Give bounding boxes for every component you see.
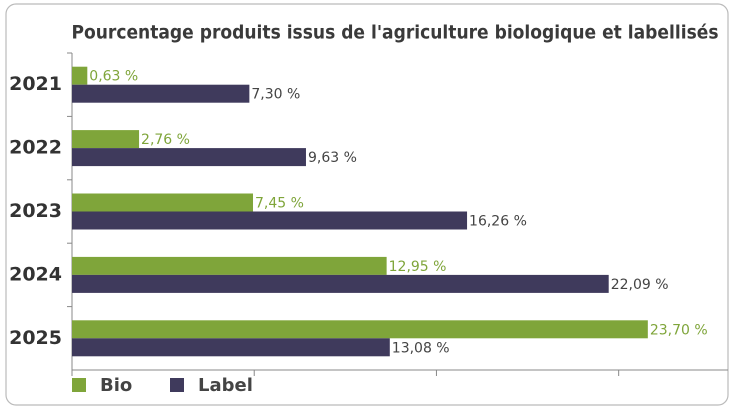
legend-swatch bbox=[72, 378, 86, 392]
value-label: 12,95 % bbox=[389, 259, 447, 275]
y-tick-label: 2025 bbox=[9, 327, 62, 349]
y-tick-label: 2023 bbox=[9, 200, 62, 222]
bar bbox=[72, 193, 254, 212]
legend-swatch bbox=[170, 378, 184, 392]
value-label: 2,76 % bbox=[141, 132, 190, 148]
value-label: 0,63 % bbox=[89, 69, 138, 85]
value-label: 16,26 % bbox=[469, 214, 527, 230]
value-label: 9,63 % bbox=[308, 150, 357, 166]
chart-title: Pourcentage produits issus de l'agricult… bbox=[71, 22, 718, 44]
legend-label: Label bbox=[198, 375, 253, 396]
y-tick-label: 2022 bbox=[9, 137, 62, 159]
legend-label: Bio bbox=[100, 375, 132, 396]
y-tick-label: 2024 bbox=[9, 263, 62, 285]
bar bbox=[72, 66, 88, 85]
value-label: 7,45 % bbox=[255, 196, 304, 212]
bar bbox=[72, 274, 609, 293]
bar bbox=[72, 338, 390, 357]
bar bbox=[72, 256, 387, 275]
bar bbox=[72, 148, 306, 167]
bar bbox=[72, 320, 648, 339]
value-label: 7,30 % bbox=[251, 87, 300, 103]
bar bbox=[72, 84, 250, 103]
value-label: 23,70 % bbox=[650, 322, 708, 338]
bar bbox=[72, 211, 468, 230]
value-label: 13,08 % bbox=[392, 340, 450, 356]
frame bbox=[5, 3, 729, 406]
bar bbox=[72, 130, 140, 149]
y-tick-label: 2021 bbox=[9, 73, 62, 95]
value-label: 22,09 % bbox=[611, 277, 669, 293]
